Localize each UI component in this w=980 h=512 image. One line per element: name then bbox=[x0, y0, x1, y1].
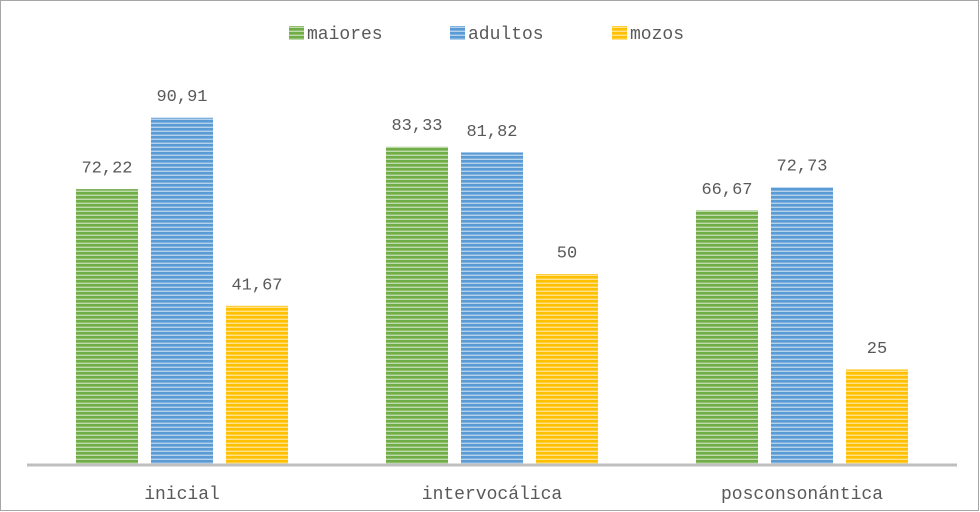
x-tick-label: inicial bbox=[144, 485, 220, 505]
x-tick-label: intervocálica bbox=[422, 485, 563, 505]
bar bbox=[386, 146, 448, 466]
bar bbox=[536, 274, 598, 465]
legend-label: maiores bbox=[307, 25, 383, 45]
data-label: 50 bbox=[557, 244, 577, 263]
data-label: 41,67 bbox=[231, 276, 282, 295]
data-label: 83,33 bbox=[391, 117, 442, 136]
legend-label: mozos bbox=[630, 25, 684, 45]
data-label: 25 bbox=[867, 340, 887, 359]
data-label: 72,73 bbox=[776, 158, 827, 177]
bar bbox=[226, 305, 288, 465]
legend-swatch bbox=[289, 26, 304, 40]
data-label: 66,67 bbox=[701, 181, 752, 200]
legend-swatch bbox=[450, 26, 465, 40]
bar bbox=[696, 210, 758, 465]
x-tick-label: posconsonántica bbox=[721, 485, 883, 505]
data-label: 90,91 bbox=[156, 88, 207, 107]
bar bbox=[846, 369, 908, 465]
data-label: 72,22 bbox=[81, 160, 132, 179]
data-label: 81,82 bbox=[466, 123, 517, 142]
legend-label: adultos bbox=[468, 25, 544, 45]
bar bbox=[76, 189, 138, 465]
legend-swatch bbox=[612, 26, 627, 40]
bar bbox=[771, 187, 833, 466]
bar bbox=[461, 152, 523, 465]
bar bbox=[151, 117, 213, 465]
